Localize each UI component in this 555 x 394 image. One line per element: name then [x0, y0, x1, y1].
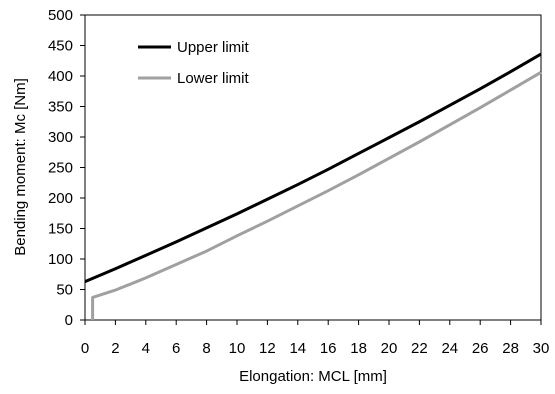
y-tick-label: 50 [56, 282, 73, 299]
x-tick-label: 8 [202, 340, 210, 357]
y-tick-label: 150 [48, 221, 73, 238]
x-tick-label: 14 [289, 340, 306, 357]
x-tick-label: 6 [172, 340, 180, 357]
x-tick-label: 18 [350, 340, 367, 357]
x-tick-label: 0 [81, 340, 89, 357]
x-tick-label: 4 [142, 340, 150, 357]
y-tick-label: 200 [48, 190, 73, 207]
x-tick-label: 12 [259, 340, 276, 357]
legend: Upper limit Lower limit [138, 39, 250, 87]
legend-label-lower-limit: Lower limit [177, 70, 250, 87]
x-tick-label: 26 [472, 340, 489, 357]
y-tick-label: 300 [48, 129, 73, 146]
y-tick-label: 400 [48, 68, 73, 85]
series-line-upper-limit [84, 52, 542, 283]
y-axis-ticks: 0 50 100 150 200 250 300 350 400 450 500 [48, 7, 85, 329]
x-tick-label: 2 [111, 340, 119, 357]
x-tick-label: 20 [381, 340, 398, 357]
series-layer [84, 52, 542, 320]
x-tick-label: 28 [502, 340, 519, 357]
y-axis-label: Bending moment: Mc [Nm] [12, 78, 29, 256]
x-tick-label: 24 [441, 340, 458, 357]
y-tick-label: 450 [48, 38, 73, 55]
x-tick-label: 10 [229, 340, 246, 357]
x-axis-ticks: 0 2 4 6 8 10 12 14 16 18 20 22 24 26 28 30 [81, 320, 550, 357]
x-tick-label: 16 [320, 340, 337, 357]
y-tick-label: 100 [48, 251, 73, 268]
series-line-lower-limit [91, 71, 542, 320]
y-tick-label: 0 [65, 312, 73, 329]
y-tick-label: 500 [48, 7, 73, 24]
legend-label-upper-limit: Upper limit [177, 39, 250, 56]
x-tick-label: 22 [411, 340, 428, 357]
y-tick-label: 350 [48, 99, 73, 116]
y-tick-label: 250 [48, 160, 73, 177]
x-tick-label: 30 [533, 340, 550, 357]
x-axis-label: Elongation: MCL [mm] [239, 368, 387, 385]
